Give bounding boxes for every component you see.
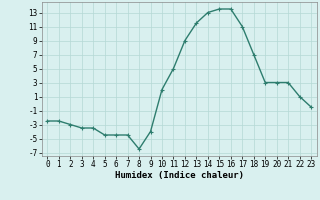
X-axis label: Humidex (Indice chaleur): Humidex (Indice chaleur) [115,171,244,180]
